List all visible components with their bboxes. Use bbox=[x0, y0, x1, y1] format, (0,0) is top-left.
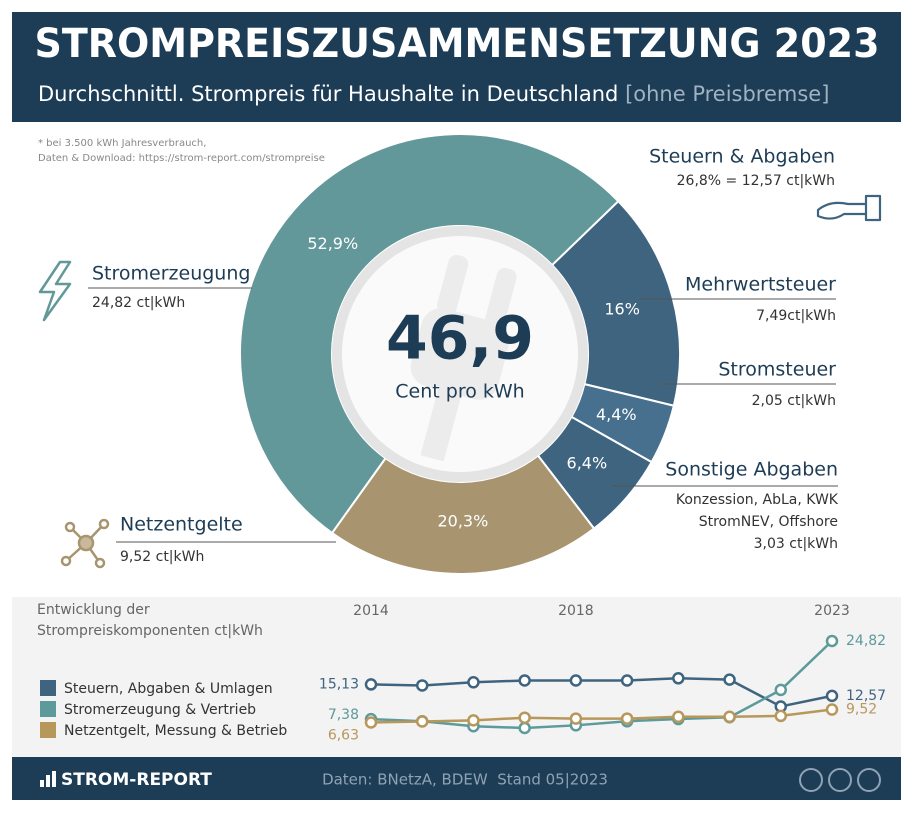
line-section bbox=[12, 597, 901, 757]
slice-label: 52,9% bbox=[307, 234, 358, 253]
legend-label: Stromerzeugung & Vertrieb bbox=[64, 702, 256, 718]
slice-label: 4,4% bbox=[596, 405, 637, 424]
callout-detail: 2,05 ct|kWh bbox=[752, 393, 836, 409]
data-point bbox=[518, 721, 531, 735]
x-tick-label: 2018 bbox=[558, 603, 594, 619]
value-label: 15,13 bbox=[319, 676, 359, 692]
value-label: 9,52 bbox=[846, 702, 877, 718]
source: Daten: BNetzA, BDEW Stand 05|2023 bbox=[322, 771, 608, 789]
callout-detail: 3,03 ct|kWh bbox=[754, 536, 838, 552]
data-point bbox=[364, 678, 378, 691]
data-point bbox=[672, 672, 685, 685]
data-point bbox=[415, 679, 429, 692]
brand: STROM-REPORT bbox=[61, 770, 212, 790]
legend-swatch bbox=[40, 680, 56, 696]
center-value: 46,9 bbox=[386, 304, 534, 374]
slice-label: 20,3% bbox=[437, 511, 488, 530]
data-point bbox=[620, 712, 634, 725]
note: Daten & Download: https://strom-report.c… bbox=[38, 153, 325, 164]
callout-detail: StromNEV, Offshore bbox=[699, 514, 838, 530]
callout-name: Mehrwertsteuer bbox=[685, 274, 836, 296]
legend-swatch bbox=[40, 701, 56, 717]
data-point bbox=[672, 710, 685, 724]
x-tick-label: 2023 bbox=[814, 603, 850, 619]
subtitle: Durchschnittl. Strompreis für Haushalte … bbox=[38, 82, 618, 106]
line-title: Entwicklung der Strompreiskomponenten ct… bbox=[37, 602, 263, 639]
slice-label: 6,4% bbox=[567, 454, 608, 473]
value-label: 12,57 bbox=[846, 688, 886, 704]
callout-detail: 24,82 ct|kWh bbox=[92, 295, 185, 311]
data-point bbox=[825, 689, 839, 703]
data-point bbox=[569, 674, 583, 687]
slice-label: 16% bbox=[604, 299, 640, 318]
data-point bbox=[723, 710, 736, 724]
note: * bei 3.500 kWh Jahresverbrauch, bbox=[38, 138, 206, 149]
brand-icon bbox=[40, 771, 56, 787]
plug-body bbox=[410, 308, 510, 400]
data-point bbox=[825, 703, 839, 716]
callout-detail: Konzession, AbLa, KWK bbox=[676, 492, 839, 508]
header-subtitle: Durchschnittl. Strompreis für Haushalte … bbox=[38, 82, 829, 106]
x-tick-label: 2014 bbox=[353, 603, 389, 619]
data-point bbox=[364, 716, 378, 729]
data-point bbox=[518, 674, 531, 687]
data-point bbox=[415, 715, 429, 728]
subtitle-note: [ohne Preisbremse] bbox=[625, 82, 829, 106]
license-icons bbox=[799, 768, 881, 792]
callout-name: Stromsteuer bbox=[718, 359, 836, 381]
center-label: Cent pro kWh bbox=[395, 381, 524, 403]
data-point bbox=[569, 712, 583, 725]
data-point bbox=[774, 709, 788, 723]
hand-icon bbox=[816, 194, 882, 222]
group-label: Steuern & Abgaben bbox=[649, 146, 835, 168]
legend-label: Steuern, Abgaben & Umlagen bbox=[64, 681, 273, 697]
value-label: 6,63 bbox=[328, 727, 359, 743]
callout-detail: 9,52 ct|kWh bbox=[120, 549, 204, 565]
callout-name: Netzentgelte bbox=[120, 514, 243, 536]
data-point bbox=[723, 673, 736, 686]
data-point bbox=[774, 683, 788, 697]
data-point bbox=[620, 674, 634, 687]
header-title: STROMPREISZUSAMMENSETZUNG 2023 bbox=[35, 21, 880, 67]
series-line bbox=[370, 708, 833, 724]
value-label: 7,38 bbox=[328, 707, 359, 723]
plug-pin bbox=[437, 254, 469, 315]
data-point bbox=[518, 711, 531, 724]
callout-detail: 7,49ct|kWh bbox=[756, 308, 836, 324]
group-detail: 26,8% = 12,57 ct|kWh bbox=[677, 173, 835, 189]
plug-icon bbox=[410, 254, 517, 462]
callout-name: Stromerzeugung bbox=[92, 263, 250, 285]
plug-cable bbox=[420, 387, 462, 462]
network-icon bbox=[60, 518, 110, 569]
data-point bbox=[825, 634, 839, 648]
series-line bbox=[370, 677, 833, 708]
line-title-box: Entwicklung der Strompreiskomponenten ct… bbox=[37, 602, 263, 639]
callout-name: Sonstige Abgaben bbox=[665, 459, 838, 481]
legend-swatch bbox=[40, 722, 56, 738]
data-point bbox=[467, 676, 480, 689]
footer-band bbox=[12, 757, 901, 800]
plug-pin bbox=[485, 267, 517, 328]
lightning-icon bbox=[38, 260, 72, 322]
series-line bbox=[370, 640, 833, 730]
legend-label: Netzentgelt, Messung & Betrieb bbox=[64, 723, 287, 739]
value-label: 24,82 bbox=[846, 633, 886, 649]
data-point bbox=[467, 714, 480, 727]
header-band bbox=[12, 12, 901, 122]
